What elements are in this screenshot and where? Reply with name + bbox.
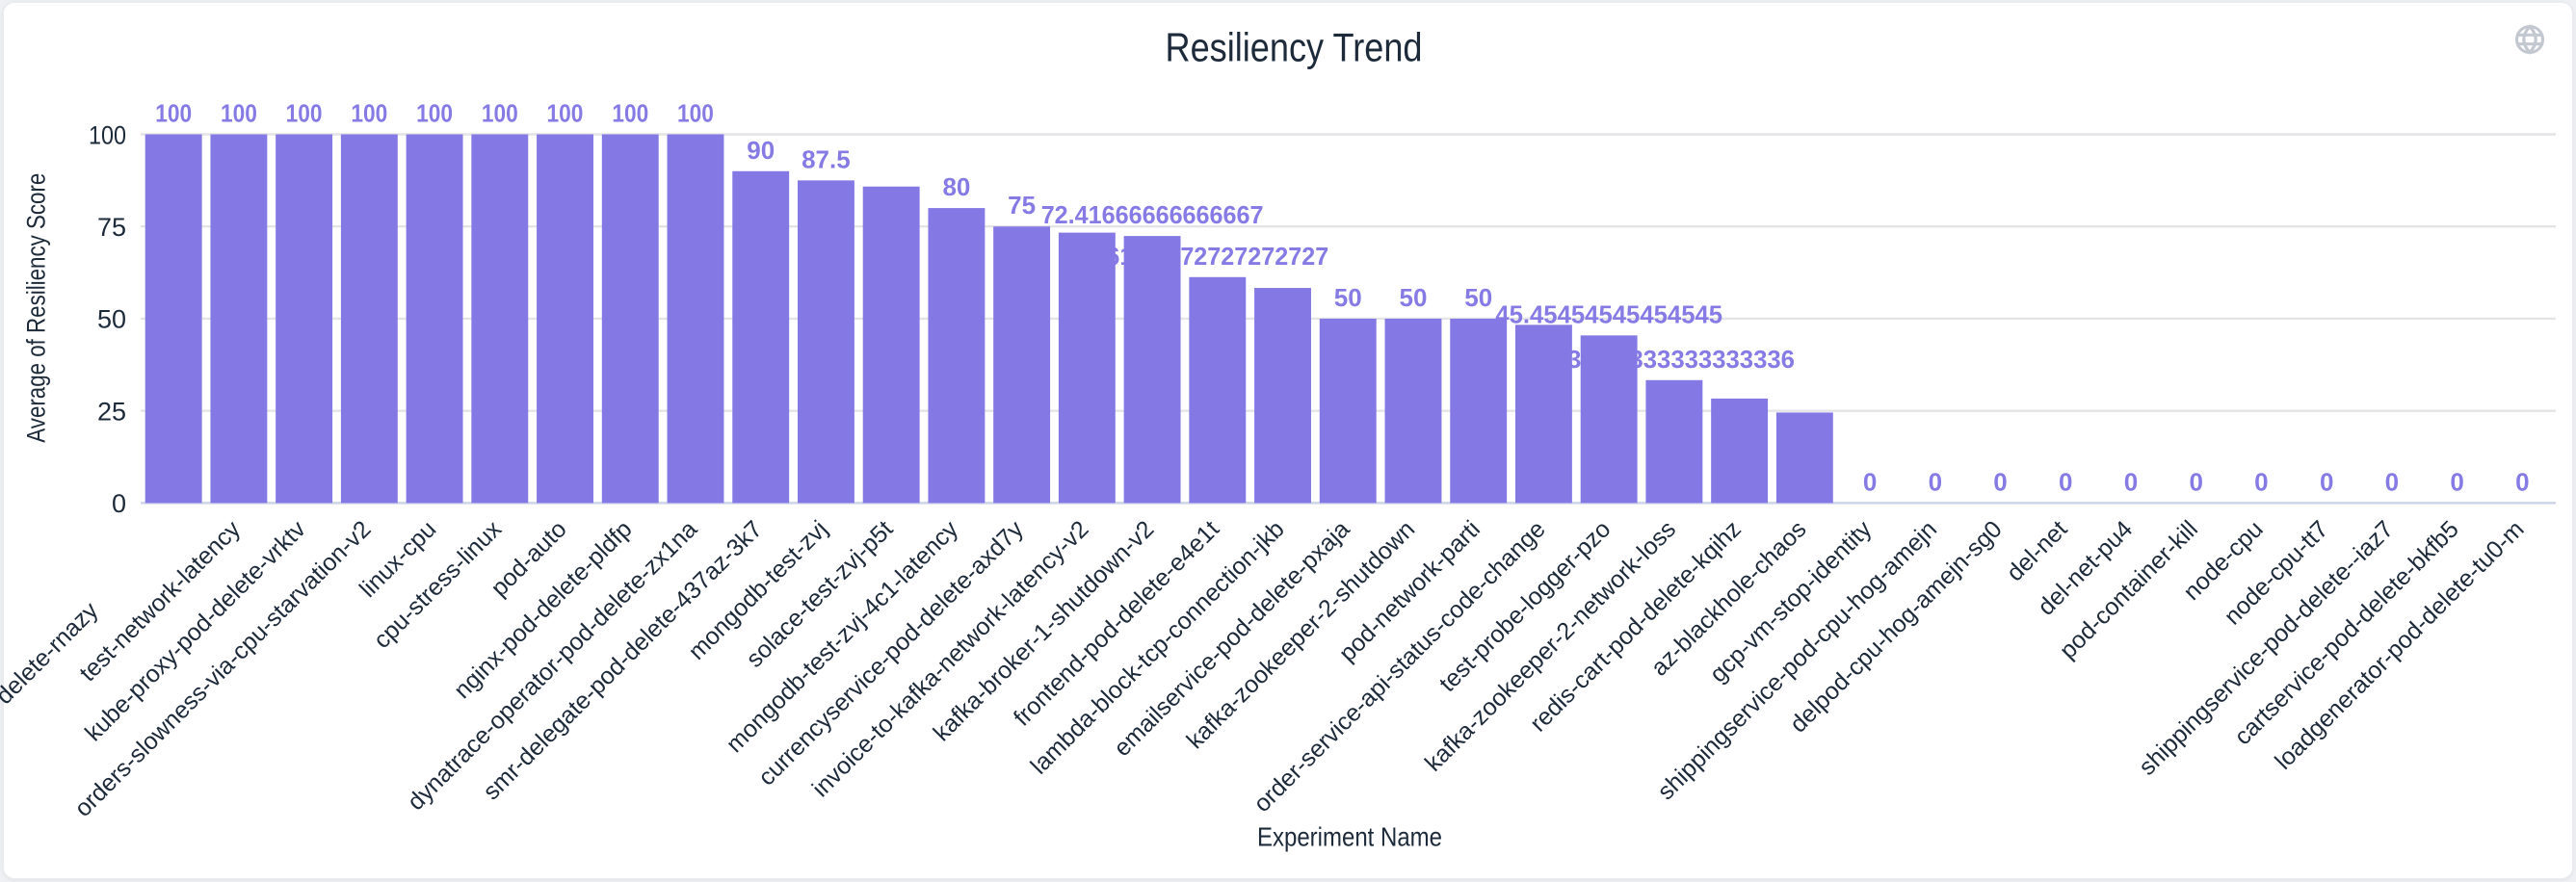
svg-text:72.41666666666667: 72.41666666666667 <box>1041 200 1264 229</box>
svg-text:75: 75 <box>1008 191 1036 220</box>
svg-text:100: 100 <box>677 99 714 128</box>
svg-text:0: 0 <box>2450 467 2463 496</box>
svg-text:0: 0 <box>1993 467 2007 496</box>
svg-text:0: 0 <box>1863 467 1877 496</box>
svg-text:0: 0 <box>112 489 126 518</box>
svg-text:100: 100 <box>221 99 257 128</box>
svg-text:90: 90 <box>747 136 775 165</box>
svg-text:100: 100 <box>89 120 126 149</box>
svg-text:Experiment Name: Experiment Name <box>1257 822 1442 852</box>
svg-text:100: 100 <box>482 99 518 128</box>
svg-text:100: 100 <box>286 99 323 128</box>
svg-text:25: 25 <box>97 398 126 427</box>
svg-text:50: 50 <box>1464 283 1492 312</box>
svg-text:100: 100 <box>416 99 453 128</box>
svg-text:0: 0 <box>2124 467 2138 496</box>
svg-text:0: 0 <box>2385 467 2399 496</box>
svg-text:0: 0 <box>2059 467 2072 496</box>
svg-text:0: 0 <box>1929 467 1942 496</box>
svg-text:80: 80 <box>942 172 970 201</box>
svg-text:100: 100 <box>547 99 584 128</box>
svg-text:100: 100 <box>612 99 648 128</box>
svg-text:50: 50 <box>1400 283 1428 312</box>
svg-text:0: 0 <box>2254 467 2268 496</box>
svg-text:100: 100 <box>155 99 192 128</box>
svg-text:87.5: 87.5 <box>802 144 851 173</box>
svg-text:50: 50 <box>97 305 126 334</box>
svg-text:emailservice-pod-delete-pxaja: emailservice-pod-delete-pxaja <box>1109 515 1355 762</box>
svg-text:0: 0 <box>2515 467 2529 496</box>
svg-text:0: 0 <box>2320 467 2333 496</box>
svg-text:45.45454545454545: 45.45454545454545 <box>1495 299 1722 328</box>
svg-text:Resiliency Trend: Resiliency Trend <box>1166 25 1423 70</box>
svg-text:orders-slowness-via-cpu-starva: orders-slowness-via-cpu-starvation-v2 <box>69 515 376 821</box>
svg-text:0: 0 <box>2189 467 2202 496</box>
svg-text:100: 100 <box>351 99 387 128</box>
svg-text:75: 75 <box>97 213 126 242</box>
svg-text:50: 50 <box>1334 283 1362 312</box>
svg-text:Average of Resiliency Score: Average of Resiliency Score <box>22 173 51 443</box>
